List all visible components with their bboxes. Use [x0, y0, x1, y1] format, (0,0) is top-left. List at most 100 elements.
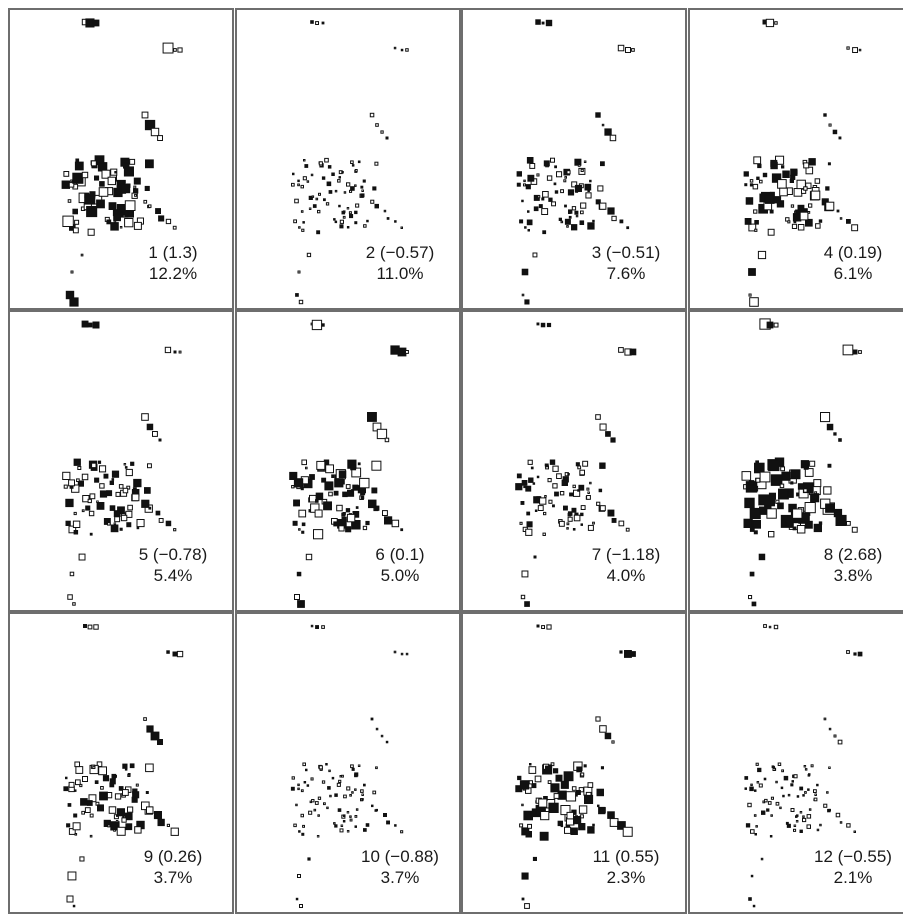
location-glyph — [110, 222, 119, 231]
panel-caption: 5 (−0.78) 5.4% — [118, 544, 228, 586]
location-glyph — [143, 199, 148, 204]
location-glyph — [333, 490, 339, 496]
location-glyph — [350, 160, 354, 164]
location-glyph — [776, 200, 785, 208]
location-glyph — [308, 810, 313, 815]
location-glyph — [521, 570, 529, 578]
location-glyph — [617, 821, 626, 830]
location-glyph — [790, 808, 795, 812]
location-glyph — [301, 522, 306, 527]
location-glyph — [141, 499, 150, 508]
location-glyph — [91, 462, 97, 469]
location-glyph — [531, 783, 537, 789]
location-glyph — [331, 776, 335, 780]
location-glyph — [756, 781, 760, 784]
location-glyph — [380, 130, 384, 134]
location-glyph — [122, 763, 128, 769]
location-glyph — [858, 350, 862, 354]
location-glyph — [170, 827, 179, 836]
location-glyph — [89, 493, 96, 500]
location-glyph — [781, 165, 785, 169]
location-glyph — [601, 123, 605, 127]
location-glyph — [371, 804, 374, 808]
location-glyph — [556, 171, 563, 178]
location-glyph — [310, 20, 314, 24]
location-glyph — [302, 762, 307, 767]
location-glyph — [74, 833, 78, 836]
location-glyph — [127, 773, 131, 776]
location-glyph — [65, 498, 74, 508]
location-glyph — [520, 501, 525, 505]
panel-caption: 1 (1.3) 12.2% — [118, 242, 228, 284]
location-glyph — [311, 319, 323, 331]
location-glyph — [166, 823, 171, 828]
location-glyph — [605, 431, 611, 437]
location-glyph — [546, 322, 552, 328]
location-glyph — [306, 784, 310, 787]
location-glyph — [328, 769, 331, 773]
location-glyph — [567, 511, 573, 516]
location-glyph — [113, 829, 116, 832]
location-glyph — [303, 159, 306, 162]
location-glyph — [527, 174, 535, 182]
location-glyph — [79, 783, 83, 788]
location-glyph — [97, 460, 102, 464]
location-glyph — [370, 717, 374, 721]
location-glyph — [519, 823, 524, 828]
location-glyph — [826, 791, 829, 794]
location-glyph — [298, 226, 301, 229]
location-glyph — [808, 203, 813, 208]
location-glyph — [109, 782, 115, 788]
location-glyph — [782, 170, 790, 178]
location-glyph — [597, 804, 600, 808]
location-glyph — [842, 344, 854, 356]
location-glyph — [173, 48, 177, 52]
location-glyph — [155, 510, 161, 516]
location-glyph — [334, 793, 338, 797]
location-glyph — [757, 767, 762, 773]
location-glyph — [749, 297, 759, 307]
variance-percent-label: 3.7% — [153, 868, 193, 887]
location-glyph — [757, 163, 762, 169]
location-glyph — [84, 193, 96, 205]
location-glyph — [75, 766, 84, 774]
location-glyph — [66, 823, 71, 828]
location-glyph — [133, 185, 137, 189]
location-glyph — [802, 815, 805, 818]
location-glyph — [781, 471, 791, 481]
location-glyph — [147, 463, 152, 469]
location-glyph — [331, 474, 335, 478]
location-glyph — [535, 19, 541, 25]
location-glyph — [345, 508, 351, 513]
location-glyph — [745, 197, 754, 205]
location-glyph — [131, 493, 140, 502]
location-glyph — [767, 801, 772, 805]
location-glyph — [144, 487, 151, 494]
location-glyph — [321, 780, 326, 784]
location-glyph — [579, 469, 586, 476]
location-glyph — [103, 473, 109, 479]
location-glyph — [312, 204, 317, 208]
location-glyph — [582, 460, 589, 467]
location-glyph — [158, 438, 162, 442]
location-glyph — [300, 210, 304, 213]
location-glyph — [150, 127, 160, 137]
location-glyph — [779, 806, 782, 810]
location-glyph — [78, 553, 86, 561]
location-glyph — [382, 510, 388, 517]
location-glyph — [371, 487, 378, 494]
location-glyph — [178, 350, 182, 354]
location-glyph — [525, 485, 532, 492]
location-glyph — [555, 774, 563, 782]
location-glyph — [308, 195, 313, 201]
location-glyph — [796, 814, 799, 817]
location-glyph — [87, 624, 93, 630]
location-glyph — [804, 468, 814, 477]
location-glyph — [375, 808, 378, 812]
location-glyph — [162, 42, 174, 54]
location-glyph — [586, 495, 591, 500]
location-glyph — [133, 478, 142, 488]
location-glyph — [66, 895, 74, 903]
glyph-map — [744, 624, 863, 908]
location-glyph — [779, 187, 788, 197]
